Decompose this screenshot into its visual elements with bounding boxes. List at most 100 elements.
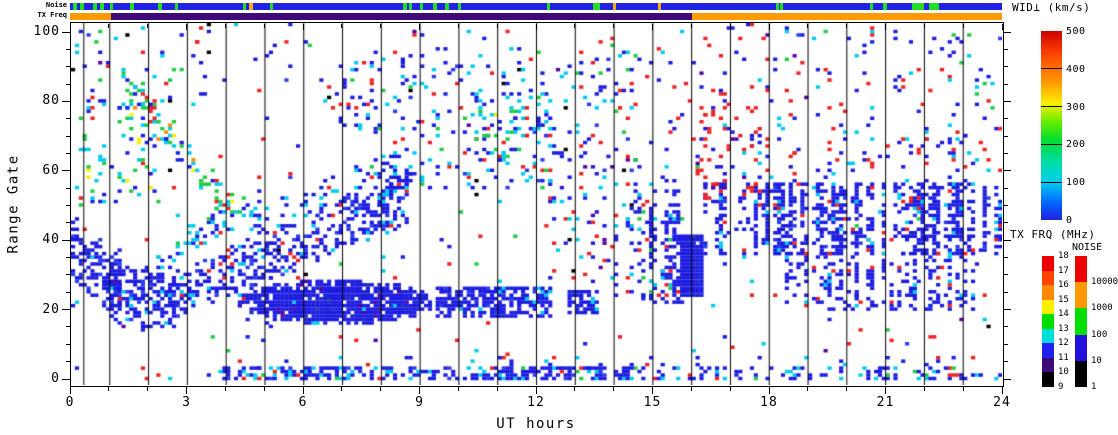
noise-bar-stripe: [93, 3, 97, 10]
tx-colorbar-segment: [1042, 285, 1054, 301]
tx-colorbar-segment: [1042, 314, 1054, 330]
y-tick: [62, 378, 70, 380]
noise-bar-stripe: [158, 3, 162, 10]
noise-bar-stripe: [408, 3, 413, 10]
y-tick-right: [1004, 378, 1011, 380]
noise-bar-stripe: [912, 3, 916, 10]
noise-bar-stripe: [73, 3, 77, 10]
y-tick: [62, 31, 70, 33]
wid-colorbar: [1041, 31, 1062, 220]
noise-colorbar-segment: [1075, 308, 1087, 336]
x-tick: [962, 387, 964, 391]
tx-colorbar-segment: [1042, 328, 1054, 344]
y-tick-right: [1004, 326, 1008, 328]
tx-colorbar-tick-label: 11: [1058, 352, 1069, 363]
x-tick: [69, 387, 71, 394]
noise-bar-stripe: [883, 3, 887, 10]
x-tick: [457, 387, 459, 391]
x-tick-label: 3: [182, 395, 191, 410]
x-tick: [380, 387, 382, 391]
x-tick: [302, 387, 304, 394]
y-tick-right: [1004, 135, 1008, 137]
y-tick-right: [1004, 170, 1011, 172]
txfreq-bar-label: TX Freq: [37, 11, 67, 19]
noise-bar-stripe: [657, 3, 662, 10]
tx-colorbar-tick-label: 15: [1058, 294, 1069, 305]
tx-colorbar-segment: [1042, 372, 1054, 388]
noise-bar-stripe: [249, 3, 253, 10]
noise-bar-stripe: [269, 3, 274, 10]
wid-colorbar-tick-label: 400: [1066, 63, 1086, 75]
noise-bar-stripe: [593, 3, 597, 10]
txfreq-bar-segment: [70, 13, 111, 20]
noise-colorbar-segment: [1075, 256, 1087, 283]
noise-bar-stripe: [869, 3, 874, 10]
noise-bar-stripe: [242, 3, 247, 10]
y-tick-label: 100: [33, 24, 60, 39]
noise-colorbar-tick-label: 10000: [1091, 277, 1118, 288]
x-tick-label: 15: [643, 395, 662, 410]
txfreq-bar-segment: [110, 13, 693, 20]
tx-colorbar-tick-label: 18: [1058, 251, 1069, 261]
x-tick: [1001, 387, 1003, 394]
y-tick-right: [1004, 343, 1008, 345]
noise-bar-stripe: [612, 3, 617, 10]
y-axis-title: Range Gate: [5, 154, 22, 254]
x-tick: [419, 387, 420, 394]
noise-bar-stripe: [596, 3, 600, 10]
noise-bar-stripe: [403, 3, 407, 10]
y-tick-right: [1004, 274, 1008, 276]
noise-colorbar-tick-label: 1: [1091, 382, 1097, 392]
wid-colorbar-divider: [1041, 143, 1062, 145]
y-tick-label: 20: [42, 301, 60, 317]
tx-colorbar: [1042, 256, 1054, 388]
x-tick: [652, 387, 653, 394]
plot-frame: [70, 22, 1004, 387]
wid-colorbar-tick-label: 200: [1066, 139, 1086, 151]
x-tick: [574, 387, 576, 391]
noise-bar-stripe: [130, 3, 134, 10]
x-tick-label: 0: [65, 395, 75, 410]
noise-colorbar-title: NOISE: [1072, 242, 1103, 253]
y-tick-right: [1004, 291, 1008, 293]
tx-colorbar-tick-label: 17: [1058, 265, 1069, 276]
x-tick: [186, 387, 187, 394]
noise-bar-stripe: [109, 3, 114, 10]
tx-colorbar-segment: [1042, 270, 1054, 286]
x-tick: [224, 387, 226, 391]
y-tick-right: [1004, 118, 1008, 120]
tx-colorbar-tick-label: 10: [1058, 367, 1069, 378]
x-tick: [729, 387, 731, 391]
y-tick-label: 60: [42, 162, 60, 178]
noise-colorbar-tick-label: 10: [1091, 355, 1102, 366]
noise-bar-stripe: [932, 3, 936, 10]
wid-colorbar-tick-label: 100: [1066, 177, 1086, 189]
y-tick-right: [1004, 187, 1008, 189]
y-tick-right: [1004, 222, 1008, 224]
x-tick: [807, 387, 809, 391]
tx-colorbar-tick-label: 16: [1058, 280, 1069, 291]
noise-bar-stripe: [916, 3, 920, 10]
noise-bar-stripe: [433, 3, 437, 10]
y-tick-label: 80: [42, 93, 60, 109]
x-tick: [768, 387, 770, 394]
y-tick-label: 40: [42, 232, 60, 248]
tx-colorbar-segment: [1042, 256, 1054, 272]
y-tick-right: [1004, 361, 1008, 363]
y-tick-right: [1004, 100, 1011, 102]
wid-colorbar-divider: [1041, 181, 1062, 183]
noise-status-bar: [70, 3, 1002, 10]
noise-colorbar-segment: [1075, 360, 1087, 388]
noise-bar-stripe: [419, 3, 424, 10]
x-tick: [341, 387, 343, 391]
wid-colorbar-divider: [1041, 68, 1062, 70]
noise-colorbar-segment: [1075, 334, 1087, 362]
txfreq-bar-segment: [692, 13, 1002, 20]
x-tick-label: 6: [298, 395, 308, 410]
tx-colorbar-segment: [1042, 299, 1054, 315]
noise-bar-stripe: [100, 3, 104, 10]
noise-bar-stripe: [174, 3, 179, 10]
y-tick-right: [1004, 66, 1008, 68]
x-tick: [613, 387, 615, 391]
